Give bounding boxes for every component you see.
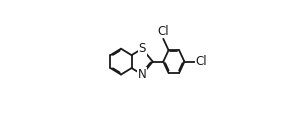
- Text: Cl: Cl: [158, 25, 169, 38]
- Text: N: N: [138, 68, 147, 81]
- Text: S: S: [138, 42, 146, 55]
- Text: Cl: Cl: [196, 55, 207, 68]
